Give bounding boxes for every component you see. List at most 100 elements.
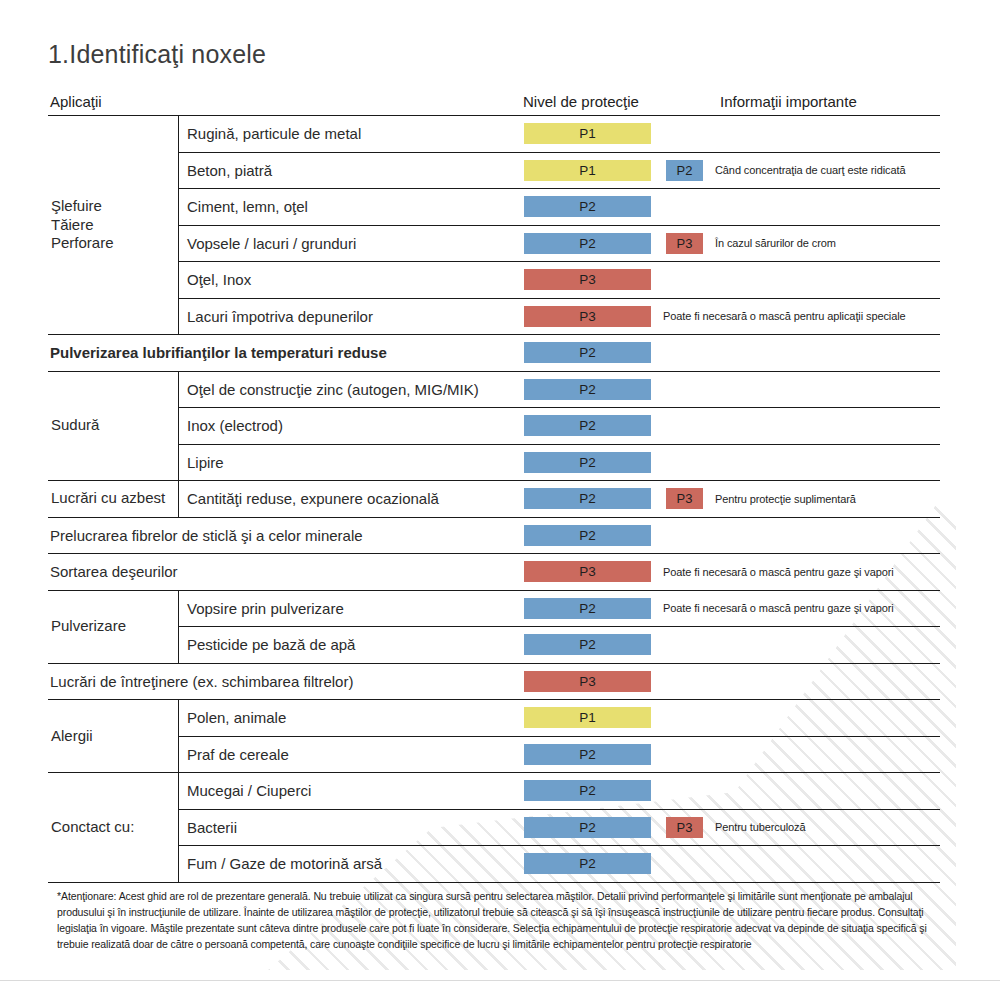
table-row: Oţel, InoxP3 <box>179 262 940 299</box>
application-label: Mucegai / Ciuperci <box>179 782 524 799</box>
table-body: Şlefuire Tăiere PerforareRugină, particu… <box>48 116 940 883</box>
secondary-protection-badge-p3: P3 <box>666 488 703 509</box>
protection-badge-p2: P2 <box>524 598 651 619</box>
application-label: Ciment, lemn, oţel <box>179 198 524 215</box>
table-header: Aplicaţii Nivel de protecţie Informaţii … <box>48 89 940 116</box>
application-label: Praf de cereale <box>179 746 524 763</box>
header-applications: Aplicaţii <box>50 93 102 110</box>
important-info-text: Pentru protecţie suplimentară <box>715 493 856 505</box>
table-row: Oţel de construcţie zinc (autogen, MIG/M… <box>179 372 940 409</box>
application-label: Beton, piatră <box>179 162 524 179</box>
application-label: Lucrări de întreţinere (ex. schimbarea f… <box>48 673 524 690</box>
group-rows: Lucrări de întreţinere (ex. schimbarea f… <box>48 664 940 700</box>
protection-badge-p2: P2 <box>524 452 651 473</box>
table-group: Prelucrarea fibrelor de sticlă şi a celo… <box>48 518 940 555</box>
protection-badge-p2: P2 <box>524 780 651 801</box>
application-label: Bacterii <box>179 819 524 836</box>
table-row: Rugină, particule de metalP1 <box>179 116 940 153</box>
application-label: Fum / Gaze de motorină arsă <box>179 855 524 872</box>
protection-badge-p3: P3 <box>524 269 651 290</box>
protection-badge-p2: P2 <box>524 379 651 400</box>
group-rows: Rugină, particule de metalP1Beton, piatr… <box>178 116 940 334</box>
application-label: Pesticide pe bază de apă <box>179 636 524 653</box>
protection-badge-p2: P2 <box>524 817 651 838</box>
page: 1.Identificaţi noxele Aplicaţii Nivel de… <box>48 40 940 953</box>
table-row: Beton, piatrăP1 P2 Când concentraţia de cu… <box>179 153 940 190</box>
category-label: Conctact cu: <box>48 773 178 882</box>
application-label: Inox (electrod) <box>179 417 524 434</box>
table-row: Inox (electrod)P2 <box>179 408 940 445</box>
table-row: Prelucrarea fibrelor de sticlă şi a celo… <box>48 518 940 554</box>
important-info-text: În cazul sărurilor de crom <box>715 237 836 249</box>
page-bottom-rule <box>0 980 1000 981</box>
secondary-protection-badge-p3: P3 <box>666 233 703 254</box>
important-info-text: Pentru tuberculoză <box>715 821 806 833</box>
category-label: Şlefuire Tăiere Perforare <box>48 116 178 334</box>
important-info-text: Poate fi necesară o mască pentru aplicaţ… <box>663 310 906 322</box>
secondary-protection-badge-p2: P2 <box>666 160 703 181</box>
table-group: Şlefuire Tăiere PerforareRugină, particu… <box>48 116 940 335</box>
table-row: Pesticide pe bază de apăP2 <box>179 627 940 663</box>
group-rows: Prelucrarea fibrelor de sticlă şi a celo… <box>48 518 940 554</box>
table-group: Lucrări cu azbestCantităţi reduse, expun… <box>48 481 940 518</box>
table-row: Ciment, lemn, oţelP2 <box>179 189 940 226</box>
protection-badge-p2: P2 <box>524 488 651 509</box>
category-label: Sudură <box>48 372 178 481</box>
table-row: BacteriiP2 P3 Pentru tuberculoză <box>179 810 940 847</box>
application-label: Prelucrarea fibrelor de sticlă şi a celo… <box>48 527 524 544</box>
secondary-protection-badge-p3: P3 <box>666 817 703 838</box>
category-label: Lucrări cu azbest <box>48 481 178 517</box>
important-info-text: Când concentraţia de cuarţ este ridicată <box>715 164 905 176</box>
application-label: Rugină, particule de metal <box>179 125 524 142</box>
category-label: Alergii <box>48 700 178 772</box>
disclaimer-note: *Atenţionare: Acest ghid are rol de prez… <box>48 888 928 953</box>
application-label: Oţel de construcţie zinc (autogen, MIG/M… <box>179 381 524 398</box>
table-row: Polen, animaleP1 <box>179 700 940 737</box>
table-row: Praf de cerealeP2 <box>179 737 940 773</box>
important-info-text: Poate fi necesară o mască pentru gaze şi… <box>663 602 894 614</box>
table-row: Fum / Gaze de motorină arsăP2 <box>179 846 940 882</box>
protection-badge-p3: P3 <box>524 671 651 692</box>
table-group: Pulverizarea lubrifianţilor la temperatu… <box>48 335 940 372</box>
protection-badge-p2: P2 <box>524 233 651 254</box>
table-row: Pulverizarea lubrifianţilor la temperatu… <box>48 335 940 371</box>
table-group: SudurăOţel de construcţie zinc (autogen,… <box>48 372 940 482</box>
table-row: Lucrări de întreţinere (ex. schimbarea f… <box>48 664 940 700</box>
protection-badge-p2: P2 <box>524 196 651 217</box>
table-group: PulverizareVopsire prin pulverizareP2 Poa… <box>48 591 940 664</box>
protection-badge-p2: P2 <box>524 525 651 546</box>
application-label: Oţel, Inox <box>179 271 524 288</box>
protection-badge-p3: P3 <box>524 306 651 327</box>
application-label: Pulverizarea lubrifianţilor la temperatu… <box>48 344 524 361</box>
table-group: AlergiiPolen, animaleP1Praf de cerealeP2 <box>48 700 940 773</box>
page-title: 1.Identificaţi noxele <box>48 40 940 69</box>
group-rows: Sortarea deşeurilorP3 Poate fi necesară o… <box>48 554 940 590</box>
important-info-text: Poate fi necesară o mască pentru gaze şi… <box>663 566 894 578</box>
group-rows: Oţel de construcţie zinc (autogen, MIG/M… <box>178 372 940 481</box>
table-row: Sortarea deşeurilorP3 Poate fi necesară o… <box>48 554 940 590</box>
group-rows: Polen, animaleP1Praf de cerealeP2 <box>178 700 940 772</box>
category-label: Pulverizare <box>48 591 178 663</box>
protection-badge-p2: P2 <box>524 342 651 363</box>
application-label: Vopsele / lacuri / grunduri <box>179 235 524 252</box>
protection-badge-p1: P1 <box>524 160 651 181</box>
group-rows: Vopsire prin pulverizareP2 Poate fi neces… <box>178 591 940 663</box>
table-group: Lucrări de întreţinere (ex. schimbarea f… <box>48 664 940 701</box>
table-row: Cantităţi reduse, expunere ocazionalăP2 P… <box>179 481 940 517</box>
table-row: Vopsele / lacuri / grunduriP2 P3 În cazul … <box>179 226 940 263</box>
protection-badge-p2: P2 <box>524 744 651 765</box>
group-rows: Cantităţi reduse, expunere ocazionalăP2 P… <box>178 481 940 517</box>
application-label: Vopsire prin pulverizare <box>179 600 524 617</box>
table-group: Sortarea deşeurilorP3 Poate fi necesară o… <box>48 554 940 591</box>
group-rows: Mucegai / CiuperciP2BacteriiP2P3Pentru t… <box>178 773 940 882</box>
table-group: Conctact cu:Mucegai / CiuperciP2Bacterii… <box>48 773 940 883</box>
application-label: Lacuri împotriva depunerilor <box>179 308 524 325</box>
group-rows: Pulverizarea lubrifianţilor la temperatu… <box>48 335 940 371</box>
table-row: LipireP2 <box>179 445 940 481</box>
header-protection-level: Nivel de protecţie <box>523 93 639 110</box>
application-label: Cantităţi reduse, expunere ocazională <box>179 490 524 507</box>
application-label: Polen, animale <box>179 709 524 726</box>
protection-badge-p3: P3 <box>524 561 651 582</box>
application-label: Lipire <box>179 454 524 471</box>
application-label: Sortarea deşeurilor <box>48 563 524 580</box>
